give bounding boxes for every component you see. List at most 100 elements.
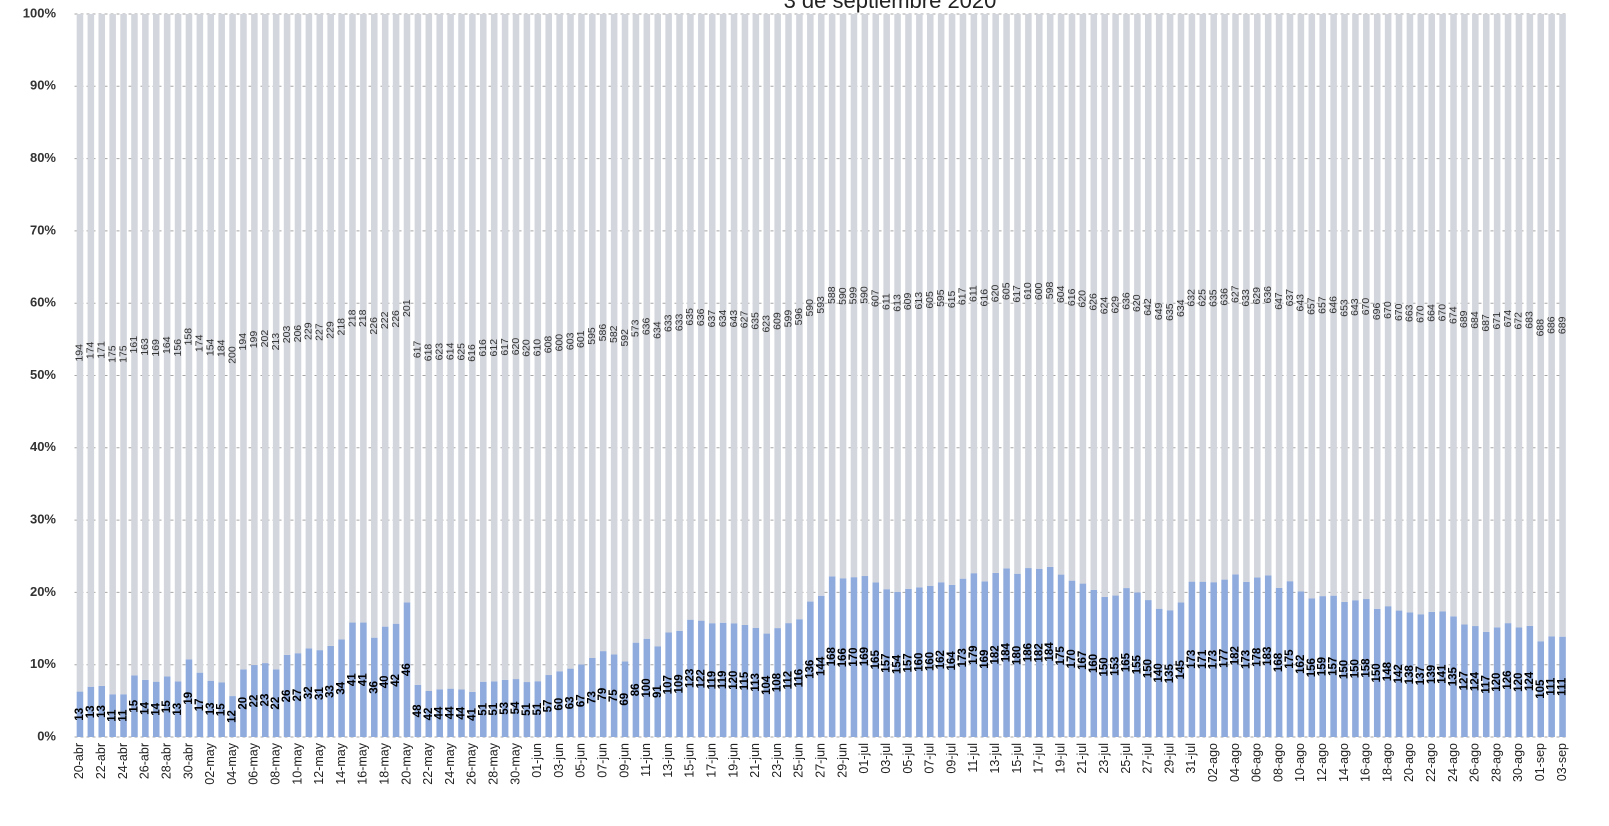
bar-segment xyxy=(1232,574,1239,737)
bar-segment xyxy=(807,14,814,602)
x-tick-label: 21-jun xyxy=(748,743,762,778)
data-label: 596 xyxy=(793,308,805,326)
bar-segment xyxy=(316,14,324,651)
bar-segment xyxy=(1515,627,1523,737)
x-tick-label: 10-may xyxy=(290,742,304,784)
data-label: 22 xyxy=(248,695,260,708)
bar-segment xyxy=(654,646,661,737)
bar-segment xyxy=(1254,14,1261,578)
data-label: 34 xyxy=(336,681,348,694)
bar-segment xyxy=(1123,14,1130,589)
x-tick-label: 26-abr xyxy=(138,743,152,779)
data-label: 150 xyxy=(1142,659,1154,678)
bar-segment xyxy=(1210,14,1217,583)
bar-segment xyxy=(142,14,149,680)
bar-segment xyxy=(1079,583,1087,737)
data-label: 75 xyxy=(608,689,620,702)
x-tick-label: 31-jul xyxy=(1184,743,1198,774)
x-tick-label: 22-abr xyxy=(94,743,108,779)
bar-segment xyxy=(730,14,738,624)
bar-segment xyxy=(1352,14,1359,601)
bar-segment xyxy=(251,665,258,737)
bar-segment xyxy=(763,633,771,737)
data-label: 100 xyxy=(641,678,653,697)
bar-segment xyxy=(1079,14,1087,584)
bar-segment xyxy=(1264,14,1272,576)
bar-segment xyxy=(98,685,106,737)
bar-segment xyxy=(807,601,814,737)
data-label: 605 xyxy=(924,291,936,309)
bar-segment xyxy=(414,684,422,737)
bar-segment xyxy=(447,688,454,737)
data-label: 139 xyxy=(1426,665,1438,684)
bar-segment xyxy=(305,14,313,649)
data-label: 637 xyxy=(706,310,718,328)
data-label: 11 xyxy=(107,709,119,722)
data-label: 120 xyxy=(1491,673,1503,692)
bar-segment xyxy=(1482,14,1490,632)
bar-segment xyxy=(1526,14,1534,626)
y-tick-label: 90% xyxy=(30,78,56,93)
bar-segment xyxy=(959,578,967,737)
data-label: 636 xyxy=(1218,288,1230,306)
data-label: 42 xyxy=(390,674,402,687)
data-label: 612 xyxy=(488,339,500,357)
data-label: 573 xyxy=(630,319,642,337)
bar-segment xyxy=(534,681,542,737)
data-label: 124 xyxy=(1524,671,1536,691)
data-label: 609 xyxy=(902,292,914,310)
data-label: 162 xyxy=(935,650,947,669)
bar-segment xyxy=(240,669,247,737)
data-label: 617 xyxy=(1011,285,1023,303)
data-label: 123 xyxy=(684,669,696,688)
bar-segment xyxy=(327,645,334,737)
x-tick-label: 23-jul xyxy=(1097,743,1111,774)
data-label: 31 xyxy=(314,687,326,700)
bar-segment xyxy=(1537,641,1545,737)
data-label: 168 xyxy=(826,646,838,666)
data-label: 44 xyxy=(456,706,468,719)
bar-segment xyxy=(970,14,978,574)
data-label: 135 xyxy=(1164,663,1176,683)
x-tick-label: 25-jul xyxy=(1119,743,1133,774)
y-tick-label: 60% xyxy=(30,295,56,310)
bar-segment xyxy=(839,14,847,579)
bar-segment xyxy=(425,690,433,737)
data-label: 657 xyxy=(1306,297,1318,315)
data-label: 104 xyxy=(761,675,773,695)
bar-segment xyxy=(76,691,84,737)
data-label: 686 xyxy=(1545,316,1557,334)
data-label: 159 xyxy=(1317,657,1329,676)
bar-segment xyxy=(1515,14,1523,628)
x-tick-label: 07-jul xyxy=(923,743,937,774)
bar-segment xyxy=(185,659,193,737)
data-label: 150 xyxy=(1349,659,1361,678)
data-label: 107 xyxy=(663,675,675,694)
bar-segment xyxy=(1450,616,1457,737)
data-label: 592 xyxy=(619,329,631,347)
bar-segment xyxy=(1559,14,1566,637)
bar-segment xyxy=(959,14,967,579)
y-tick-label: 0% xyxy=(37,728,56,743)
bar-segment xyxy=(349,622,356,737)
x-tick-label: 28-ago xyxy=(1489,743,1503,782)
bar-segment xyxy=(1057,574,1065,737)
bar-segment xyxy=(926,14,934,586)
x-tick-label: 01-sep xyxy=(1533,743,1547,781)
bar-segment xyxy=(1036,568,1043,737)
x-tick-label: 16-may xyxy=(356,742,370,784)
bar-segment xyxy=(643,638,651,737)
data-label: 171 xyxy=(96,341,108,359)
data-label: 177 xyxy=(1219,649,1231,668)
bar-segment xyxy=(469,14,476,692)
bar-segment xyxy=(1363,599,1370,737)
bar-segment xyxy=(1068,580,1076,737)
bar-segment xyxy=(556,671,563,737)
x-tick-label: 03-jun xyxy=(552,743,566,778)
x-tick-label: 29-jul xyxy=(1162,743,1176,774)
bar-segment xyxy=(1014,14,1021,574)
x-tick-label: 12-may xyxy=(312,742,326,784)
data-label: 623 xyxy=(433,343,445,361)
bar-segment xyxy=(327,14,334,646)
data-label: 643 xyxy=(1349,298,1361,316)
